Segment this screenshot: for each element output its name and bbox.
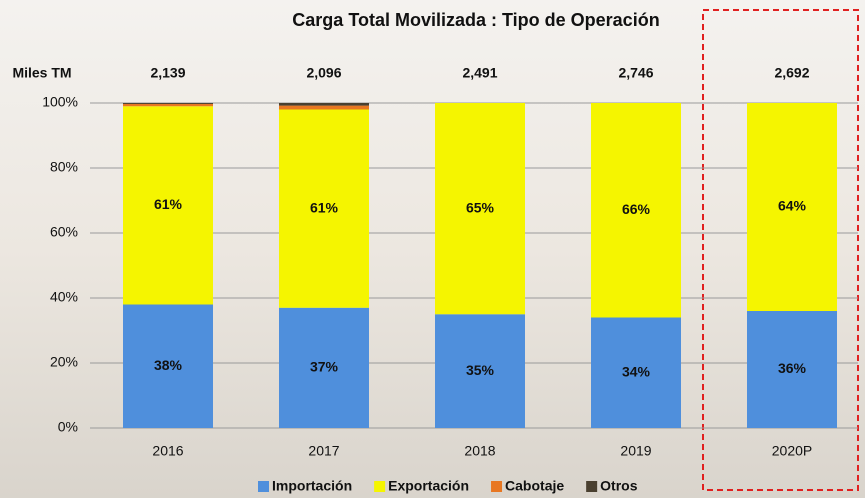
value-label: 65% — [466, 199, 495, 215]
value-label: 64% — [778, 198, 807, 214]
total-label: 2,491 — [462, 65, 497, 81]
y-tick-label: 0% — [58, 419, 78, 435]
value-label: 38% — [154, 357, 183, 373]
chart: Carga Total Movilizada : Tipo de Operaci… — [0, 0, 865, 498]
value-label: 34% — [622, 363, 651, 379]
y-tick-label: 20% — [50, 354, 78, 370]
total-label: 2,139 — [150, 65, 185, 81]
x-tick-label: 2020P — [772, 443, 812, 459]
bar-segment — [279, 103, 369, 106]
value-label: 35% — [466, 362, 495, 378]
legend-label: Otros — [600, 478, 638, 494]
y-tick-label: 80% — [50, 159, 78, 175]
legend-swatch — [586, 481, 597, 492]
legend-swatch — [258, 481, 269, 492]
total-label: 2,692 — [774, 65, 809, 81]
bar-segment — [123, 104, 213, 106]
y-tick-label: 40% — [50, 289, 78, 305]
value-label: 66% — [622, 201, 651, 217]
y-tick-label: 60% — [50, 224, 78, 240]
legend-label: Importación — [272, 478, 352, 494]
total-label: 2,096 — [306, 65, 341, 81]
x-tick-label: 2018 — [464, 443, 495, 459]
legend-label: Cabotaje — [505, 478, 564, 494]
legend-swatch — [491, 481, 502, 492]
x-tick-label: 2017 — [308, 443, 339, 459]
legend-swatch — [374, 481, 385, 492]
value-label: 36% — [778, 360, 807, 376]
value-label: 37% — [310, 359, 339, 375]
value-label: 61% — [154, 196, 183, 212]
y-tick-label: 100% — [42, 94, 78, 110]
legend-label: Exportación — [388, 478, 469, 494]
bar-segment — [123, 103, 213, 104]
x-tick-label: 2019 — [620, 443, 651, 459]
bar-segment — [279, 106, 369, 110]
chart-title: Carga Total Movilizada : Tipo de Operaci… — [292, 10, 659, 30]
value-label: 61% — [310, 199, 339, 215]
x-tick-label: 2016 — [152, 443, 183, 459]
totals-label: Miles TM — [12, 65, 71, 81]
total-label: 2,746 — [618, 65, 653, 81]
